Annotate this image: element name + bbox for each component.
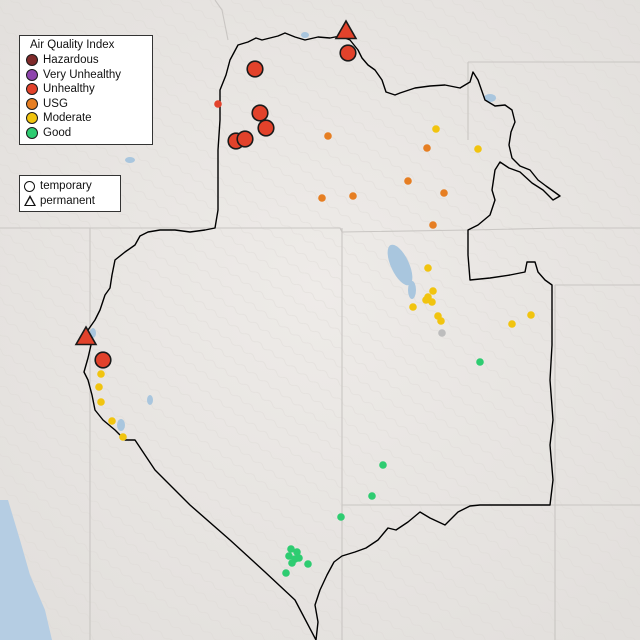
legend-item-unhealthy: Unhealthy <box>26 82 146 97</box>
monitor-dot[interactable] <box>527 311 535 319</box>
legend-item-usg: USG <box>26 97 146 112</box>
monitor-type-legend: temporary permanent <box>19 175 121 212</box>
monitor-dot[interactable] <box>293 548 301 556</box>
legend-label: Moderate <box>43 112 92 125</box>
legend-label: Hazardous <box>43 54 99 67</box>
monitor-dot[interactable] <box>379 461 387 469</box>
legend-label: Good <box>43 126 72 139</box>
monitor-dot[interactable] <box>288 559 296 567</box>
monitor-dot[interactable] <box>409 303 417 311</box>
monitor-dot[interactable] <box>432 125 440 133</box>
monitor-dot[interactable] <box>119 433 127 441</box>
monitor-dot[interactable] <box>404 177 412 185</box>
monitor-dot[interactable] <box>368 492 376 500</box>
triangle-icon <box>24 195 36 207</box>
monitor-dot[interactable] <box>438 329 446 337</box>
legend-label: Very Unhealthy <box>43 68 121 81</box>
permanent-monitor-marker[interactable] <box>74 325 98 346</box>
monitor-dot[interactable] <box>214 100 222 108</box>
monitor-dot[interactable] <box>349 192 357 200</box>
monitor-dot[interactable] <box>474 145 482 153</box>
unhealthy-swatch-icon <box>26 83 38 96</box>
lakes <box>90 32 496 431</box>
moderate-swatch-icon <box>26 112 38 125</box>
monitor-dot[interactable] <box>429 287 437 295</box>
monitor-dot[interactable] <box>440 189 448 197</box>
legend-label: USG <box>43 97 68 110</box>
legend-label: Unhealthy <box>43 83 95 96</box>
legend-item-hazardous: Hazardous <box>26 53 146 68</box>
monitor-dot[interactable] <box>282 569 290 577</box>
monitor-dot[interactable] <box>324 132 332 140</box>
monitor-dot[interactable] <box>422 296 430 304</box>
monitor-dot[interactable] <box>424 264 432 272</box>
permanent-monitor-marker[interactable] <box>334 19 358 40</box>
legend-label: permanent <box>40 194 95 207</box>
legend-item-permanent: permanent <box>24 194 114 209</box>
temporary-monitor-marker[interactable] <box>251 104 269 122</box>
monitor-dot[interactable] <box>97 398 105 406</box>
good-swatch-icon <box>26 126 38 139</box>
legend-item-moderate: Moderate <box>26 111 146 126</box>
monitor-dot[interactable] <box>508 320 516 328</box>
monitor-dot[interactable] <box>97 370 105 378</box>
temporary-monitor-marker[interactable] <box>246 60 264 78</box>
monitor-dot[interactable] <box>304 560 312 568</box>
temporary-monitor-marker[interactable] <box>236 130 254 148</box>
ocean <box>0 500 52 640</box>
circle-icon <box>24 180 35 192</box>
region-boundary <box>83 32 561 640</box>
monitor-dot[interactable] <box>429 221 437 229</box>
usg-swatch-icon <box>26 97 38 110</box>
monitor-dot[interactable] <box>423 144 431 152</box>
monitor-dot[interactable] <box>285 552 293 560</box>
legend-title: Air Quality Index <box>30 39 115 51</box>
legend-label: temporary <box>40 180 92 193</box>
temporary-monitor-marker[interactable] <box>257 119 275 137</box>
very-unhealthy-swatch-icon <box>26 68 38 81</box>
monitor-dot[interactable] <box>95 383 103 391</box>
monitor-dot[interactable] <box>318 194 326 202</box>
monitor-dot[interactable] <box>287 545 295 553</box>
monitor-dot[interactable] <box>108 417 116 425</box>
monitor-dot[interactable] <box>437 317 445 325</box>
hazardous-swatch-icon <box>26 54 38 67</box>
aqi-legend: Air Quality Index Hazardous Very Unhealt… <box>19 35 153 145</box>
legend-item-very-unhealthy: Very Unhealthy <box>26 68 146 83</box>
temporary-monitor-marker[interactable] <box>94 351 112 369</box>
monitor-dot[interactable] <box>337 513 345 521</box>
monitor-dot[interactable] <box>476 358 484 366</box>
monitor-markers <box>74 19 535 577</box>
legend-item-good: Good <box>26 126 146 141</box>
monitor-dot[interactable] <box>428 298 436 306</box>
temporary-monitor-marker[interactable] <box>339 44 357 62</box>
monitor-dot[interactable] <box>295 554 303 562</box>
legend-item-temporary: temporary <box>24 179 114 194</box>
